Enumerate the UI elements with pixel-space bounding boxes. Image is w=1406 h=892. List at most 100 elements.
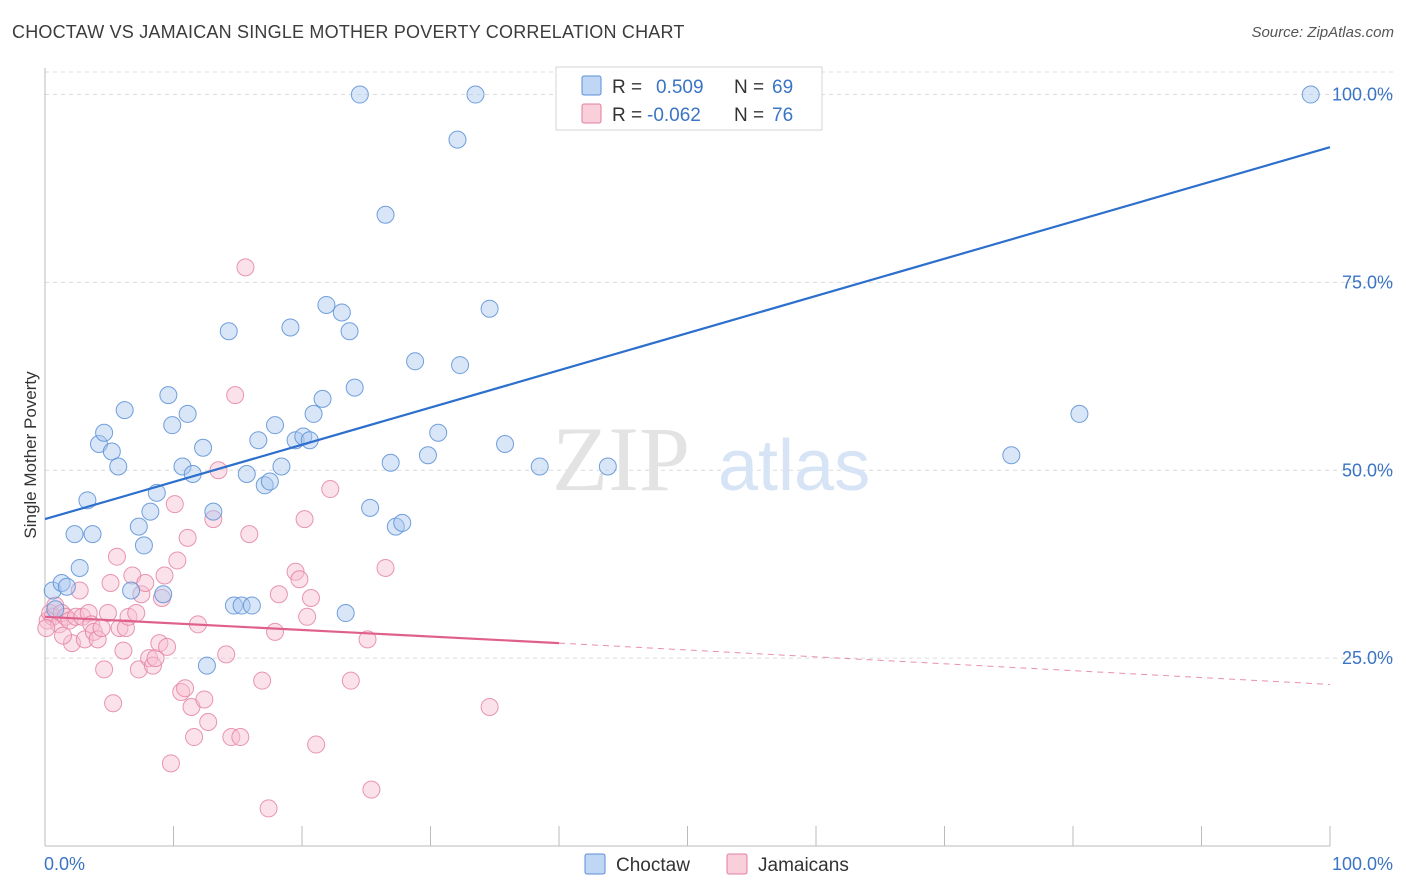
jamaicans-point-13 (79, 604, 98, 623)
choctaw-point-26 (204, 502, 223, 521)
jamaicans-point-49 (199, 713, 218, 732)
axes (44, 68, 1331, 847)
jamaicans-point-61 (269, 585, 288, 604)
legend-n-value-choctaw: 69 (772, 77, 793, 98)
jamaicans-point-69 (341, 671, 360, 690)
legend-r-value-choctaw: 0.509 (656, 77, 704, 98)
choctaw-point-43 (317, 295, 336, 314)
choctaw-point-60 (480, 299, 499, 318)
choctaw-point-55 (418, 446, 437, 465)
jamaicans-point-21 (104, 694, 123, 713)
jamaicans-point-16 (88, 630, 107, 649)
jamaicans-point-59 (259, 799, 278, 818)
choctaw-point-5 (70, 558, 89, 577)
jamaicans-point-66 (301, 589, 320, 608)
watermark-zip: ZIP (552, 408, 690, 510)
choctaw-point-32 (249, 431, 268, 450)
grid-lines (45, 71, 1395, 659)
jamaicans-point-58 (253, 671, 272, 690)
jamaicans-point-37 (155, 566, 174, 585)
choctaw-point-21 (173, 457, 192, 476)
legend: R = 0.509 N = 69 R = -0.062 N = 76 (555, 66, 823, 131)
jamaicans-point-56 (236, 258, 255, 277)
jamaicans-point-48 (195, 690, 214, 709)
bottom-legend-swatch-jamaicans (726, 853, 748, 875)
jamaicans-point-19 (98, 604, 117, 623)
jamaicans-point-70 (358, 630, 377, 649)
jamaicans-point-65 (298, 607, 317, 626)
jamaicans-points (37, 258, 499, 818)
legend-n-value-jamaicans: 76 (772, 105, 793, 126)
legend-n-label-choctaw: N = (734, 77, 764, 98)
jamaicans-point-60 (266, 622, 285, 641)
choctaw-point-22 (178, 404, 197, 423)
jamaicans-point-73 (480, 697, 499, 716)
jamaicans-point-57 (240, 525, 259, 544)
choctaw-point-58 (451, 356, 470, 375)
y-tick-label-1: 50.0% (1342, 460, 1393, 480)
jamaicans-point-18 (95, 660, 114, 679)
jamaicans-point-38 (158, 637, 177, 656)
choctaw-point-47 (345, 378, 364, 397)
choctaw-point-11 (109, 457, 128, 476)
jamaicans-point-55 (231, 728, 250, 747)
x-tick-label-0: 0.0% (44, 854, 85, 874)
choctaw-point-44 (332, 303, 351, 322)
jamaicans-point-71 (362, 780, 381, 799)
choctaw-point-46 (340, 322, 359, 341)
choctaw-point-4 (65, 525, 84, 544)
jamaicans-point-54 (226, 386, 245, 405)
choctaw-point-45 (336, 604, 355, 623)
jamaicans-point-40 (165, 495, 184, 514)
jamaicans-point-64 (295, 510, 314, 529)
choctaw-point-14 (129, 517, 148, 536)
choctaw-point-7 (83, 525, 102, 544)
choctaw-point-66 (1070, 404, 1089, 423)
legend-n-label-jamaicans: N = (734, 105, 764, 126)
choctaw-point-53 (393, 513, 412, 532)
choctaw-point-63 (598, 457, 617, 476)
jamaicans-point-30 (132, 585, 151, 604)
choctaw-point-51 (381, 453, 400, 472)
choctaw-point-20 (163, 416, 182, 435)
choctaw-point-15 (134, 536, 153, 555)
jamaicans-point-68 (321, 480, 340, 499)
choctaw-point-50 (376, 205, 395, 224)
legend-r-value-jamaicans: -0.062 (647, 105, 701, 126)
jamaicans-point-43 (176, 679, 195, 698)
choctaw-point-34 (260, 472, 279, 491)
bottom-legend-swatch-choctaw (584, 853, 606, 875)
jamaicans-point-34 (146, 649, 165, 668)
choctaw-point-24 (194, 438, 213, 457)
watermark-atlas: atlas (718, 426, 870, 506)
trend-lines (44, 146, 1331, 685)
bottom-legend-choctaw: Choctaw (616, 855, 690, 876)
choctaw-point-65 (1002, 446, 1021, 465)
jamaicans-point-33 (143, 656, 162, 675)
choctaw-point-19 (159, 386, 178, 405)
choctaw-point-48 (350, 85, 369, 104)
x-tick-label-1: 100.0% (1332, 854, 1393, 874)
choctaw-point-28 (224, 596, 243, 615)
jamaicans-trend-extension (558, 642, 1331, 685)
jamaicans-point-25 (116, 619, 135, 638)
choctaw-point-62 (530, 457, 549, 476)
y-tick-labels: 25.0% 50.0% 75.0% 100.0% (1332, 85, 1393, 669)
choctaw-point-27 (219, 322, 238, 341)
jamaicans-point-17 (92, 619, 111, 638)
jamaicans-point-12 (75, 630, 94, 649)
choctaw-point-61 (496, 434, 515, 453)
choctaw-point-0 (43, 581, 62, 600)
jamaicans-point-63 (290, 570, 309, 589)
jamaicans-point-3 (46, 596, 65, 615)
choctaw-point-29 (232, 596, 251, 615)
choctaw-point-3 (57, 577, 76, 596)
jamaicans-point-29 (129, 660, 148, 679)
jamaicans-point-31 (136, 573, 155, 592)
chart-title: CHOCTAW VS JAMAICAN SINGLE MOTHER POVERT… (12, 22, 685, 42)
jamaicans-point-41 (168, 551, 187, 570)
bottom-legend: Choctaw Jamaicans (584, 853, 849, 876)
choctaw-point-59 (466, 85, 485, 104)
choctaw-point-37 (281, 318, 300, 337)
choctaw-point-42 (313, 389, 332, 408)
